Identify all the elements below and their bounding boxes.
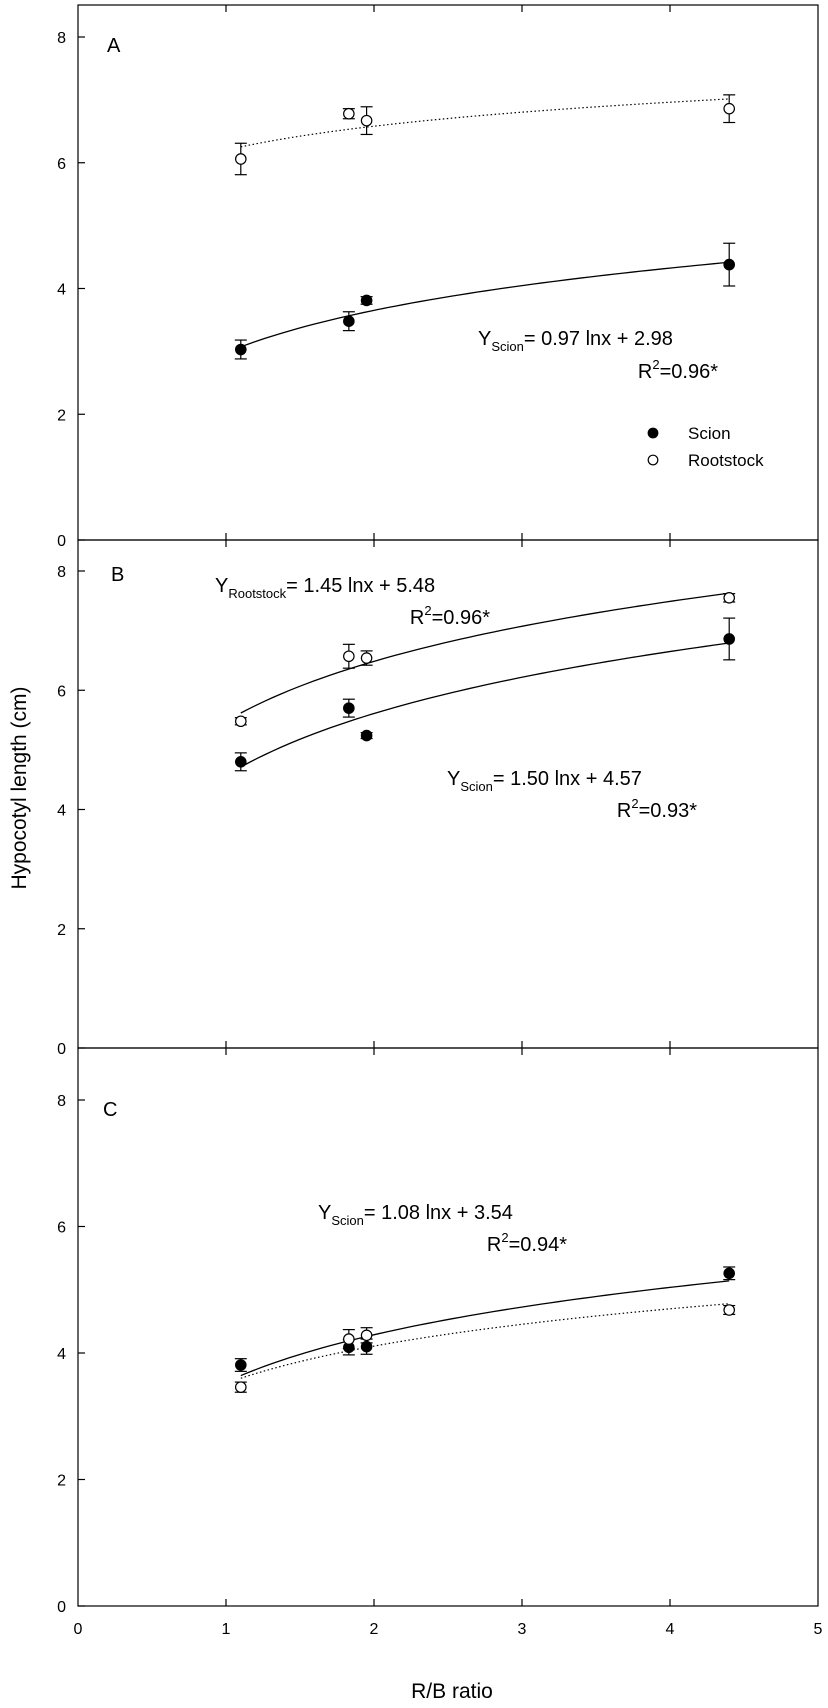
x-tick-label: 3 xyxy=(518,1621,527,1638)
fit-curve xyxy=(240,592,730,714)
plot-frame xyxy=(77,1047,819,1607)
fit-curve xyxy=(240,98,730,148)
y-tick-label: 6 xyxy=(57,1220,66,1237)
data-point xyxy=(343,315,355,327)
data-point xyxy=(360,729,373,742)
panel-c: 0 2 4 6 8 0 1 2 3 4 5 C YScion= 1.08 lnx + 3.54R2=0.… xyxy=(57,1047,823,1638)
regression-equation: YRootstock= 1.45 lnx + 5.48 xyxy=(215,575,435,601)
y-tick-label: 6 xyxy=(57,156,66,173)
x-tick-label: 1 xyxy=(222,1621,231,1638)
regression-equation: YScion= 0.97 lnx + 2.98 xyxy=(478,328,673,354)
legend-marker-rootstock xyxy=(647,454,659,466)
x-tick-label: 5 xyxy=(814,1621,823,1638)
legend-marker-scion xyxy=(647,427,659,439)
data-point xyxy=(235,1381,247,1393)
data-point xyxy=(360,1329,373,1342)
data-point xyxy=(343,650,355,663)
data-point xyxy=(235,153,247,165)
data-point xyxy=(360,652,373,664)
x-axis-title: R/B ratio xyxy=(411,1680,493,1703)
fit-curve xyxy=(240,1280,730,1377)
series-scion xyxy=(234,242,736,360)
y-tick-label: 8 xyxy=(57,564,66,581)
y-tick-label: 2 xyxy=(57,407,66,424)
regression-equation: YScion= 1.50 lnx + 4.57 xyxy=(447,768,642,794)
regression-equation: R2=0.96* xyxy=(638,357,718,383)
regression-equation: R2=0.93* xyxy=(617,796,697,822)
data-point xyxy=(723,633,735,645)
data-point xyxy=(723,1304,735,1316)
data-point xyxy=(235,1359,247,1371)
series-scion xyxy=(234,617,736,772)
legend-label-rootstock: Rootstock xyxy=(688,451,764,470)
fit-curve xyxy=(240,642,730,768)
series-rootstock xyxy=(234,1303,736,1393)
y-tick-label: 4 xyxy=(57,282,66,299)
legend: Scion Rootstock xyxy=(647,424,764,470)
x-tick-label: 0 xyxy=(74,1621,83,1638)
fit-curve xyxy=(240,261,730,348)
data-point xyxy=(723,1267,735,1280)
panel-label: A xyxy=(107,35,121,57)
legend-label-scion: Scion xyxy=(688,424,731,443)
y-tick-label: 8 xyxy=(57,1093,66,1110)
data-point xyxy=(360,114,373,127)
data-point xyxy=(235,755,247,768)
regression-equation: R2=0.94* xyxy=(487,1230,567,1256)
y-tick-label: 2 xyxy=(57,922,66,939)
data-point xyxy=(343,702,355,714)
fit-curve xyxy=(240,1303,730,1379)
regression-equation: R2=0.96* xyxy=(410,603,490,629)
x-tick-label: 2 xyxy=(370,1621,379,1638)
panel-label: B xyxy=(111,564,124,586)
data-point xyxy=(235,715,247,728)
data-point xyxy=(723,258,735,271)
data-point xyxy=(343,107,355,120)
data-point xyxy=(723,102,735,115)
data-point xyxy=(723,592,735,604)
data-point xyxy=(343,1333,355,1345)
panel-a: 0 2 4 6 8 A YScion= 0.97 lnx + 2.98 R2=0.96* Sci… xyxy=(57,4,819,550)
series-rootstock xyxy=(234,94,736,176)
y-tick-label: 8 xyxy=(57,30,66,47)
data-point xyxy=(360,294,373,307)
series-scion xyxy=(234,1266,736,1377)
panel-b: 0 2 4 6 8 B YRootstock= 1.45 lnx + 5.48R2=0.96… xyxy=(57,539,819,1058)
series-rootstock xyxy=(234,592,736,728)
y-tick-label: 0 xyxy=(57,1041,66,1058)
y-tick-label: 4 xyxy=(57,803,66,820)
y-tick-label: 0 xyxy=(57,533,66,550)
data-point xyxy=(235,343,247,356)
y-tick-label: 6 xyxy=(57,683,66,700)
y-tick-label: 0 xyxy=(57,1599,66,1616)
regression-equation: YScion= 1.08 lnx + 3.54 xyxy=(318,1202,513,1228)
panel-label: C xyxy=(103,1099,117,1121)
x-tick-label: 4 xyxy=(666,1621,675,1638)
y-axis-title: Hypocotyl length (cm) xyxy=(8,686,31,889)
y-tick-label: 2 xyxy=(57,1473,66,1490)
y-tick-label: 4 xyxy=(57,1346,66,1363)
